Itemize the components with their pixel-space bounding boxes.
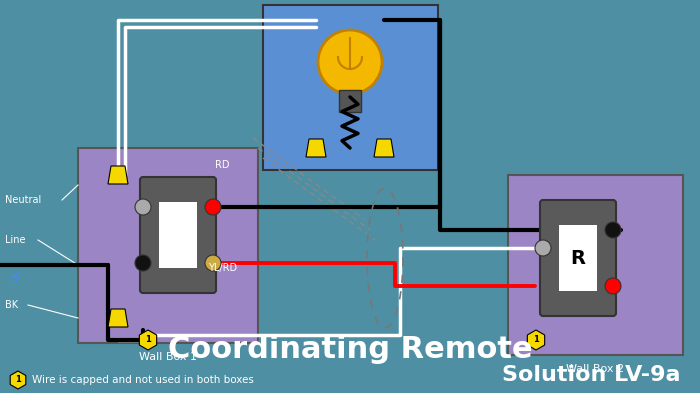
Circle shape <box>205 199 221 215</box>
Polygon shape <box>108 309 128 327</box>
Text: Wall Box 1: Wall Box 1 <box>139 352 197 362</box>
Text: Wall Box 2: Wall Box 2 <box>566 364 624 374</box>
Polygon shape <box>108 166 128 184</box>
Text: 1: 1 <box>145 336 151 345</box>
Text: 1: 1 <box>15 375 21 384</box>
FancyBboxPatch shape <box>159 202 197 268</box>
Polygon shape <box>306 139 326 157</box>
Circle shape <box>605 222 621 238</box>
Text: Coordinating Remote: Coordinating Remote <box>168 336 532 364</box>
Polygon shape <box>374 139 394 157</box>
Text: Neutral: Neutral <box>5 195 41 205</box>
Text: Wire is capped and not used in both boxes: Wire is capped and not used in both boxe… <box>32 375 254 385</box>
Text: RD: RD <box>215 160 230 170</box>
Text: BK: BK <box>5 300 18 310</box>
Text: Solution LV-9a: Solution LV-9a <box>501 365 680 385</box>
Circle shape <box>318 30 382 94</box>
Text: YL/RD: YL/RD <box>208 263 237 273</box>
Text: R: R <box>570 248 585 268</box>
Text: Line: Line <box>5 235 25 245</box>
Circle shape <box>605 278 621 294</box>
Text: ⚡: ⚡ <box>8 270 22 290</box>
Circle shape <box>135 199 151 215</box>
FancyBboxPatch shape <box>140 177 216 293</box>
Circle shape <box>535 240 551 256</box>
FancyBboxPatch shape <box>78 148 258 343</box>
FancyBboxPatch shape <box>508 175 683 355</box>
FancyBboxPatch shape <box>263 5 438 170</box>
Text: 1: 1 <box>533 336 539 345</box>
FancyBboxPatch shape <box>559 225 597 291</box>
FancyBboxPatch shape <box>540 200 616 316</box>
Circle shape <box>205 255 221 271</box>
FancyBboxPatch shape <box>339 90 361 112</box>
Circle shape <box>135 255 151 271</box>
